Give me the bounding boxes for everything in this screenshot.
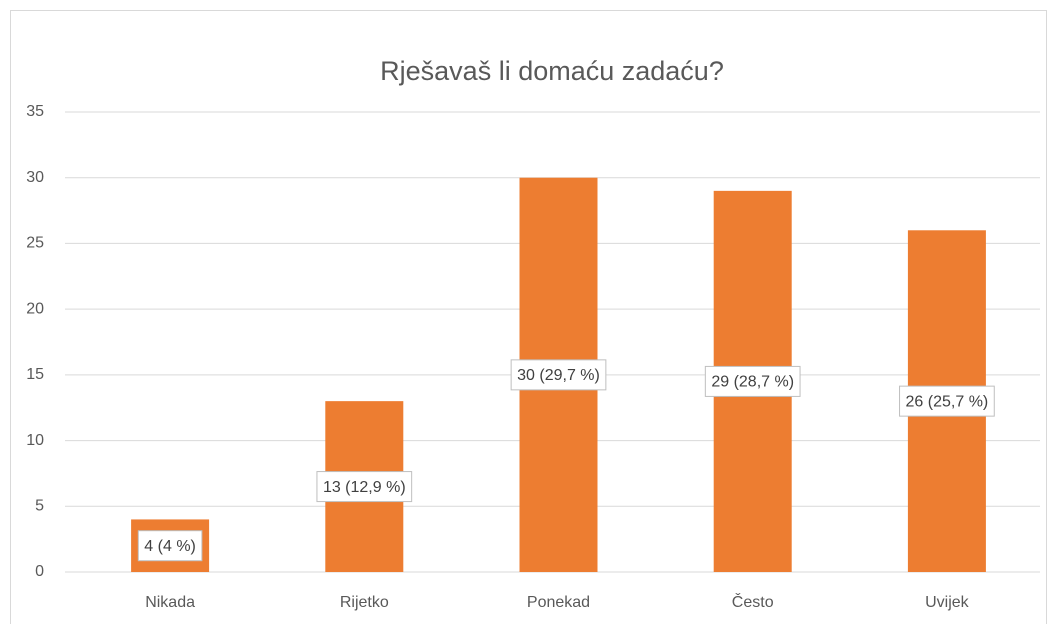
x-tick-label: Rijetko — [340, 594, 389, 611]
x-tick-label: Često — [732, 592, 774, 611]
data-label-box — [137, 530, 203, 562]
data-label-box — [704, 365, 801, 397]
y-tick-label: 30 — [26, 169, 44, 186]
data-label: 30 (29,7 %) — [517, 367, 600, 384]
y-tick-label: 5 — [35, 498, 44, 515]
data-label: 13 (12,9 %) — [323, 479, 406, 496]
x-tick-label: Uvijek — [925, 594, 970, 611]
data-label-box — [316, 471, 413, 503]
y-tick-label: 0 — [35, 563, 44, 580]
data-label: 26 (25,7 %) — [906, 393, 989, 410]
data-label-box — [510, 359, 607, 391]
x-tick-label: Ponekad — [527, 594, 590, 611]
chart-title: Rješavaš li domaću zadaću? — [380, 56, 724, 86]
y-tick-label: 25 — [26, 235, 44, 252]
data-label: 29 (28,7 %) — [711, 374, 794, 391]
data-label: 4 (4 %) — [144, 538, 196, 555]
data-label-box — [899, 385, 995, 417]
y-tick-label: 10 — [26, 432, 44, 449]
y-tick-label: 35 — [26, 103, 44, 120]
y-tick-label: 15 — [26, 366, 44, 383]
x-tick-label: Nikada — [145, 594, 195, 611]
y-tick-label: 20 — [26, 300, 44, 317]
